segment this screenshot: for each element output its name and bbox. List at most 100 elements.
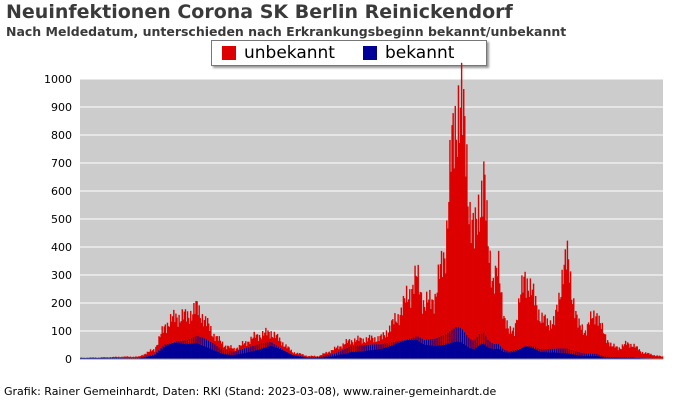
bar-unbekannt [337, 345, 339, 356]
bar-unbekannt [420, 292, 423, 343]
bar-bekannt [259, 348, 262, 359]
bar-bekannt [209, 348, 211, 359]
bar-unbekannt [170, 321, 173, 344]
bar-unbekannt [167, 326, 170, 345]
bar-unbekannt [194, 313, 196, 344]
bar-bekannt [249, 351, 251, 359]
bar-unbekannt [487, 246, 489, 340]
bar-unbekannt [503, 315, 505, 352]
bar-bekannt [488, 347, 490, 359]
bar-unbekannt [377, 336, 379, 350]
bar-unbekannt [218, 336, 221, 348]
bar-bekannt [193, 337, 195, 359]
bar-unbekannt [424, 310, 427, 345]
bar-bekannt [424, 344, 427, 359]
bar-unbekannt [350, 340, 353, 347]
bar-unbekannt [286, 348, 288, 352]
bar-bekannt [622, 357, 625, 359]
bar-unbekannt [352, 344, 355, 346]
bar-unbekannt [229, 348, 231, 351]
bar-bekannt [575, 351, 577, 359]
bar-unbekannt [295, 353, 298, 356]
bar-unbekannt [623, 344, 626, 358]
bar-unbekannt [568, 282, 571, 350]
bar-bekannt [625, 357, 628, 359]
bar-bekannt [398, 342, 400, 359]
bar-bekannt [155, 354, 157, 359]
bar-bekannt [554, 348, 556, 359]
bar-bekannt [387, 346, 390, 359]
bar-bekannt [431, 345, 433, 359]
bar-unbekannt [386, 336, 389, 344]
bar-bekannt [344, 348, 346, 359]
bar-bekannt [111, 357, 114, 359]
bar-bekannt [232, 354, 234, 359]
bar-bekannt [617, 357, 619, 359]
bar-unbekannt [639, 351, 642, 359]
bar-unbekannt [211, 335, 213, 350]
bar-bekannt [159, 350, 161, 359]
bar-bekannt [309, 357, 312, 359]
bar-bekannt [203, 338, 206, 359]
bar-bekannt [616, 357, 618, 359]
bar-bekannt [611, 356, 613, 359]
bar-unbekannt [593, 310, 595, 356]
bar-unbekannt [133, 357, 136, 359]
bar-bekannt [246, 347, 248, 359]
bar-bekannt [224, 350, 227, 359]
bar-unbekannt [652, 355, 654, 359]
bar-bekannt [367, 344, 370, 359]
bar-bekannt [299, 356, 301, 359]
bar-bekannt [463, 343, 465, 359]
bar-unbekannt [240, 345, 243, 354]
bar-bekannt [248, 346, 250, 359]
bar-unbekannt [112, 356, 115, 359]
bar-bekannt [455, 327, 458, 359]
bar-unbekannt [574, 318, 576, 355]
chart-legend: unbekannt bekannt [211, 40, 487, 66]
bar-bekannt [317, 356, 319, 359]
bar-bekannt [605, 357, 608, 359]
bar-bekannt [468, 337, 470, 359]
bar-unbekannt [354, 338, 356, 352]
bar-unbekannt [340, 346, 342, 351]
bar-unbekannt [518, 298, 520, 350]
bar-bekannt [572, 354, 574, 359]
bar-unbekannt [643, 353, 646, 359]
bar-unbekannt [648, 353, 650, 359]
bar-bekannt [235, 351, 237, 359]
bar-bekannt [89, 357, 91, 359]
bar-bekannt [118, 357, 120, 359]
bar-unbekannt [461, 134, 464, 330]
chart-title: Neuinfektionen Corona SK Berlin Reinicke… [6, 1, 513, 23]
bar-bekannt [302, 356, 304, 359]
bar-bekannt [525, 346, 527, 359]
bar-bekannt [481, 333, 483, 359]
bar-bekannt [139, 357, 141, 359]
bar-unbekannt [651, 355, 653, 359]
bar-unbekannt [586, 324, 589, 357]
bar-unbekannt [467, 206, 469, 347]
bar-bekannt [323, 355, 325, 359]
bar-bekannt [489, 341, 491, 359]
bar-bekannt [570, 349, 573, 359]
bar-unbekannt [620, 349, 623, 358]
bar-unbekannt [548, 330, 551, 353]
bar-bekannt [162, 346, 164, 359]
bar-unbekannt [456, 156, 459, 342]
bar-bekannt [338, 351, 340, 359]
bar-unbekannt [182, 319, 185, 341]
legend-label-unbekannt: unbekannt [244, 43, 335, 63]
bar-unbekannt [381, 339, 383, 349]
bar-unbekannt [584, 330, 587, 357]
bar-unbekannt [552, 316, 555, 353]
bar-unbekannt [440, 250, 443, 336]
bar-unbekannt [443, 258, 446, 345]
bar-unbekannt [144, 353, 146, 358]
bar-unbekannt [441, 277, 444, 345]
bar-bekannt [144, 357, 146, 359]
bar-unbekannt [195, 300, 197, 337]
bar-bekannt [511, 351, 514, 359]
bar-unbekannt [530, 295, 533, 346]
bar-bekannt [284, 350, 286, 359]
